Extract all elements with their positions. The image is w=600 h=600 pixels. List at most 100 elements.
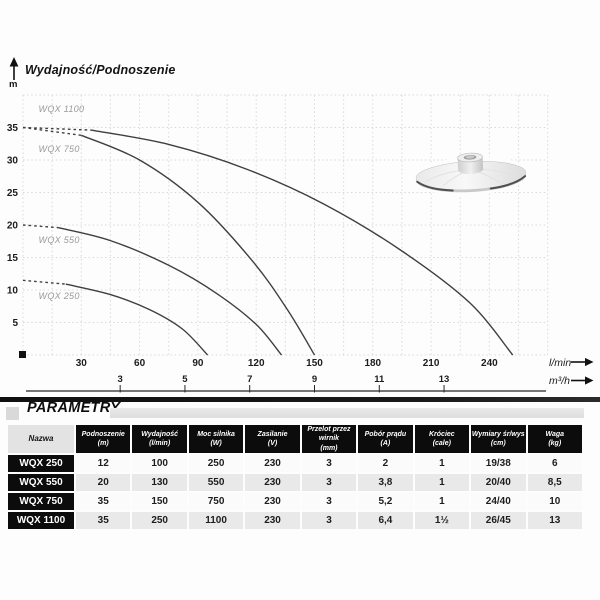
origin-marker-icon: [19, 351, 26, 358]
param-value: 3: [301, 493, 357, 510]
param-value: 3: [301, 455, 357, 472]
parameters-section-title: PARAMETRY: [27, 400, 121, 416]
param-col-header: Nazwa: [8, 425, 74, 453]
pump-name: WQX 250: [8, 455, 74, 472]
curve-wqx-750: [81, 134, 316, 356]
y-tick-label: 15: [7, 253, 19, 264]
x-axis-unit-primary: l/min: [549, 357, 571, 369]
param-value: 6,4: [358, 512, 413, 529]
curve-label: WQX 550: [39, 235, 80, 245]
param-value: 20/40: [471, 474, 526, 491]
param-value: 26/45: [471, 512, 526, 529]
param-value: 150: [132, 493, 187, 510]
curve-wqx-550: [57, 226, 283, 356]
param-col-header: Przelot przez wirnik (mm): [301, 425, 357, 453]
param-value: 1: [414, 474, 470, 491]
param-value: 5,2: [358, 493, 413, 510]
chart-grid: [22, 94, 549, 356]
param-value: 13: [527, 512, 582, 529]
y-tick-label: 10: [7, 286, 19, 297]
x-tick-label: 90: [192, 358, 204, 369]
param-value: 24/40: [471, 493, 526, 510]
x2-tick-label: 13: [439, 374, 450, 385]
impeller-rim-shadow-left: [416, 180, 454, 192]
param-col-header: Pobór prądu (A): [358, 425, 413, 453]
x-axis-unit-secondary: m³/h: [549, 375, 570, 387]
param-col-header: Króciec (cale): [414, 425, 470, 453]
param-value: 250: [188, 455, 244, 472]
param-col-header: Podnoszenie (m): [76, 425, 131, 453]
x-tick-label: 60: [134, 358, 146, 369]
x2-tick-label: 7: [247, 374, 252, 385]
param-value: 3: [301, 474, 357, 491]
y-tick-label: 25: [7, 188, 19, 199]
up-arrow-icon: [9, 57, 19, 80]
param-value: 250: [132, 512, 187, 529]
pump-name: WQX 550: [8, 474, 74, 491]
param-value: 35: [76, 512, 131, 529]
curve-label: WQX 750: [39, 144, 80, 154]
param-value: 2: [358, 455, 413, 472]
param-col-header: Wydajność (l/min): [132, 425, 187, 453]
param-value: 3,8: [358, 474, 413, 491]
section-divider-bar: [0, 397, 600, 402]
param-value: 20: [76, 474, 131, 491]
param-col-header: Wymiary śr/wys (cm): [471, 425, 526, 453]
x2-tick-label: 3: [118, 374, 123, 385]
param-value: 230: [245, 474, 300, 491]
pump-name: WQX 1100: [8, 512, 74, 529]
param-value: 1100: [188, 512, 244, 529]
param-value: 1½: [414, 512, 470, 529]
param-value: 750: [188, 493, 244, 510]
x-tick-label: 240: [481, 358, 498, 369]
y-axis-unit-label: m: [9, 79, 18, 90]
y-tick-label: 5: [12, 318, 18, 329]
param-value: 130: [132, 474, 187, 491]
param-value: 19/38: [471, 455, 526, 472]
x-tick-label: 180: [364, 358, 381, 369]
param-value: 100: [132, 455, 187, 472]
x2-tick-label: 11: [374, 374, 385, 385]
y-tick-label: 20: [7, 221, 19, 232]
title-square-decoration: [6, 407, 19, 420]
impeller-vanes: [424, 168, 518, 186]
param-value: 3: [301, 512, 357, 529]
curve-dashed-lead: [22, 279, 66, 285]
param-value: 230: [245, 455, 300, 472]
pump-name: WQX 750: [8, 493, 74, 510]
param-value: 8,5: [527, 474, 582, 491]
x-tick-label: 150: [306, 358, 323, 369]
curve-dashed-lead: [22, 126, 92, 131]
curve-wqx-250: [65, 283, 209, 356]
table-row: WQX 250 12 100 250 230 3 2 1 19/38 6: [8, 455, 582, 472]
param-col-header: Zasilanie (V): [245, 425, 300, 453]
x-axis-arrow-icon: [585, 357, 594, 367]
y-tick-label: 30: [7, 156, 19, 167]
x2-axis-arrow-icon: [585, 376, 594, 385]
curve-dashed-lead: [22, 224, 59, 229]
param-value: 35: [76, 493, 131, 510]
table-row: WQX 1100 35 250 1100 230 3 6,4 1½ 26/45 13: [8, 512, 582, 529]
title-bar-decoration: [110, 408, 584, 418]
param-value: 10: [527, 493, 582, 510]
curve-label: WQX 1100: [39, 104, 85, 114]
parameters-table: Nazwa Podnoszenie (m) Wydajność (l/min) Moc s…: [6, 423, 584, 531]
impeller-rim-shadow-right: [489, 175, 527, 190]
param-value: 6: [527, 455, 582, 472]
curve-wqx-1100: [90, 129, 514, 356]
param-value: 230: [245, 493, 300, 510]
y-tick-label: 35: [7, 123, 19, 134]
x2-tick-label: 9: [312, 374, 317, 385]
param-value: 550: [188, 474, 244, 491]
x-tick-label: 120: [248, 358, 265, 369]
x-tick-label: 210: [423, 358, 440, 369]
x-tick-label: 30: [76, 358, 88, 369]
x2-tick-label: 5: [182, 374, 188, 385]
param-value: 12: [76, 455, 131, 472]
chart-title: Wydajność/Podnoszenie: [25, 63, 176, 77]
param-col-header: Moc silnika (W): [188, 425, 244, 453]
impeller-photo: [412, 152, 530, 196]
pump-curves: WQX 250 WQX 550 WQX 750 WQX 1100: [22, 104, 514, 356]
curve-label: WQX 250: [39, 291, 80, 301]
